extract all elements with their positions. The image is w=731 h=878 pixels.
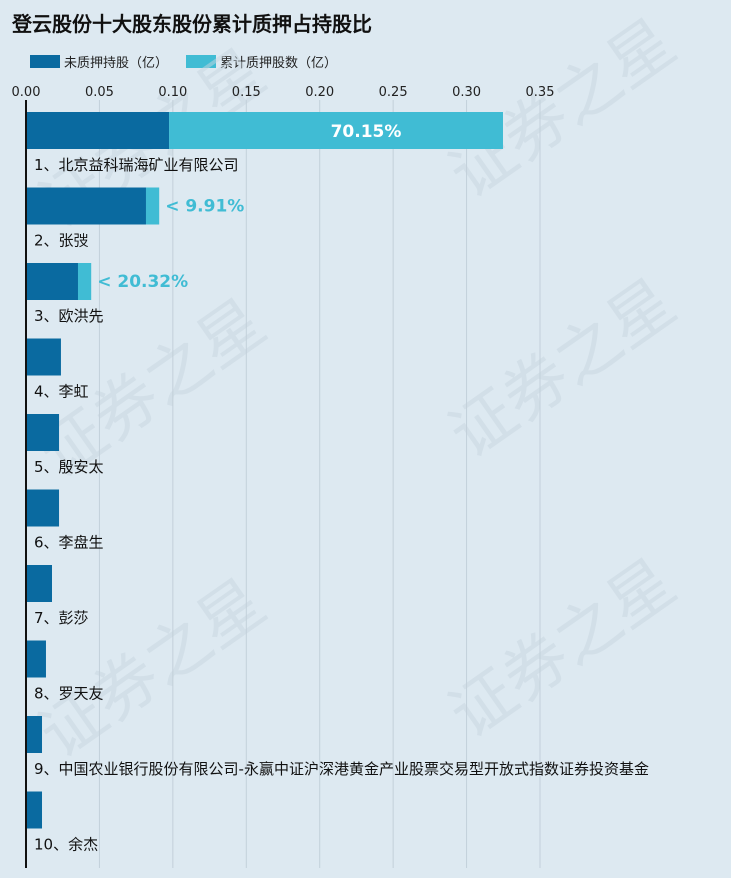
legend-swatch-pledged — [186, 55, 216, 68]
x-tick-label: 0.20 — [305, 85, 334, 100]
category-label: 8、罗天友 — [34, 685, 104, 703]
data-label: 70.15% — [331, 122, 402, 142]
bar-unpledged — [26, 338, 61, 376]
x-tick-label: 0.15 — [232, 85, 261, 100]
bar-unpledged — [26, 791, 43, 829]
bar-unpledged — [26, 187, 146, 225]
category-label: 2、张弢 — [34, 232, 89, 250]
watermark: 证券之星 — [437, 546, 689, 753]
chart-title: 登云股份十大股东股份累计质押占持股比 — [12, 12, 372, 36]
x-tick-label: 0.00 — [12, 85, 41, 100]
bar-pledged — [169, 112, 503, 149]
bar-unpledged — [26, 263, 78, 300]
watermark: 证券之星 — [437, 266, 689, 473]
category-label: 3、欧洪先 — [34, 307, 104, 325]
category-label: 1、北京益科瑞海矿业有限公司 — [34, 156, 239, 174]
category-label: 7、彭莎 — [34, 609, 89, 627]
category-label: 5、殷安太 — [34, 458, 104, 476]
bar-unpledged — [26, 565, 52, 602]
watermark: 证券之星 — [27, 566, 279, 773]
bar-unpledged — [26, 716, 43, 753]
watermark: 证券之星 — [437, 6, 689, 213]
bar-unpledged — [26, 112, 170, 149]
x-tick-label: 0.25 — [379, 85, 408, 100]
category-label: 6、李盘生 — [34, 534, 104, 552]
legend-item-unpledged: 未质押持股（亿） — [30, 52, 168, 71]
x-tick-label: 0.05 — [85, 85, 114, 100]
data-label: < 20.32% — [97, 272, 188, 292]
bar-unpledged — [26, 489, 60, 527]
category-label: 4、李虹 — [34, 383, 89, 401]
category-label: 10、余杰 — [34, 836, 98, 854]
x-tick-label: 0.35 — [526, 85, 555, 100]
legend-label-pledged: 累计质押股数（亿） — [220, 56, 338, 71]
data-label: < 9.91% — [165, 197, 244, 217]
bar-pledged — [145, 187, 160, 225]
legend-swatch-unpledged — [30, 55, 60, 68]
legend-item-pledged: 累计质押股数（亿） — [186, 52, 337, 71]
category-label: 9、中国农业银行股份有限公司-永赢中证沪深港黄金产业股票交易型开放式指数证券投资… — [34, 760, 649, 778]
x-tick-label: 0.30 — [452, 85, 481, 100]
legend-label-unpledged: 未质押持股（亿） — [64, 56, 169, 71]
bar-unpledged — [26, 414, 60, 451]
x-tick-label: 0.10 — [158, 85, 187, 100]
bar-pledged — [77, 263, 92, 300]
bar-unpledged — [26, 640, 46, 678]
